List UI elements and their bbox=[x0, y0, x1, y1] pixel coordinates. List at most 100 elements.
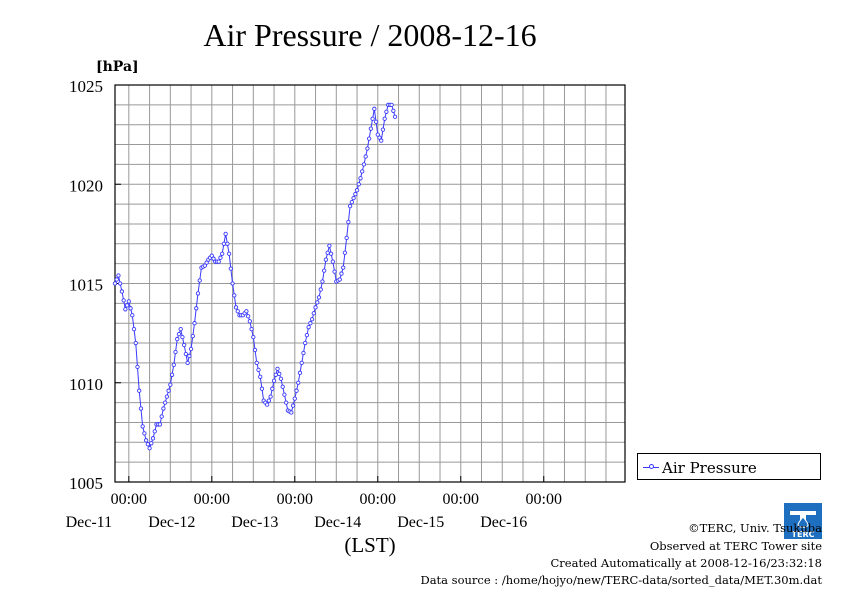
x-tick-date-label: Dec-16 bbox=[480, 514, 527, 531]
series-marker bbox=[124, 303, 130, 308]
series-marker bbox=[275, 366, 280, 372]
series-marker bbox=[249, 327, 254, 332]
series-marker bbox=[342, 250, 348, 255]
series-marker bbox=[131, 327, 137, 332]
series-marker bbox=[218, 255, 223, 260]
series-marker bbox=[152, 429, 157, 434]
series-marker bbox=[137, 388, 142, 393]
legend: Air Pressure bbox=[637, 453, 821, 480]
series-marker bbox=[194, 306, 199, 311]
series-marker bbox=[169, 372, 175, 377]
y-axis-label: [hPa] bbox=[96, 59, 139, 75]
y-tick-label: 1005 bbox=[69, 474, 103, 493]
series-marker bbox=[190, 333, 195, 339]
x-tick-date-label: Dec-15 bbox=[397, 514, 444, 531]
series-marker bbox=[130, 313, 135, 318]
series-marker bbox=[361, 162, 367, 167]
series-marker bbox=[341, 265, 346, 270]
x-tick-time-label: 00:00 bbox=[194, 491, 230, 508]
series-marker bbox=[128, 306, 133, 311]
series-marker bbox=[235, 309, 240, 314]
x-tick-time-label: 00:00 bbox=[111, 491, 147, 508]
series-marker bbox=[303, 340, 308, 346]
legend-marker-swatch bbox=[649, 464, 654, 469]
x-tick-time-label: 00:00 bbox=[526, 491, 562, 508]
terc-logo-icon: TERC bbox=[784, 503, 822, 539]
series-marker bbox=[358, 176, 363, 181]
series-marker bbox=[171, 362, 176, 368]
series-marker bbox=[164, 394, 170, 399]
x-tick-labels: 00:00Dec-1100:00Dec-1200:00Dec-1300:00De… bbox=[66, 491, 562, 531]
series-marker bbox=[225, 241, 230, 246]
series-marker bbox=[273, 372, 278, 377]
series-marker bbox=[140, 424, 145, 429]
y-tick-labels: 1005 1010 1015 1020 1025 bbox=[69, 77, 103, 493]
series-line bbox=[114, 104, 396, 450]
series-marker bbox=[173, 349, 178, 355]
series-marker bbox=[347, 203, 353, 209]
series-marker bbox=[244, 309, 249, 314]
series-marker bbox=[277, 371, 282, 376]
series-marker bbox=[268, 394, 273, 399]
x-tick-date-label: Dec-11 bbox=[66, 514, 113, 531]
x-axis-label: (LST) bbox=[344, 533, 395, 557]
series-marker bbox=[228, 266, 233, 271]
series-marker bbox=[366, 136, 372, 141]
series-marker bbox=[280, 384, 285, 389]
series-marker bbox=[391, 108, 396, 113]
series-marker bbox=[133, 340, 138, 346]
series-marker bbox=[232, 293, 237, 298]
series-marker bbox=[251, 334, 256, 340]
series-marker bbox=[284, 400, 289, 405]
x-tick-date-label: Dec-13 bbox=[231, 514, 278, 531]
series-marker bbox=[123, 307, 128, 312]
series-marker bbox=[142, 431, 147, 436]
y-tick-label: 1020 bbox=[69, 176, 103, 195]
series-marker bbox=[311, 311, 316, 316]
series-marker bbox=[147, 446, 152, 451]
y-tick-label: 1025 bbox=[69, 77, 103, 96]
series-marker bbox=[292, 396, 297, 401]
series-marker bbox=[353, 192, 358, 197]
series-marker bbox=[145, 442, 150, 447]
series-marker bbox=[266, 398, 272, 403]
series-marker bbox=[354, 188, 360, 193]
series-marker bbox=[149, 441, 154, 446]
series-marker bbox=[289, 410, 294, 415]
series-marker bbox=[373, 119, 379, 124]
series-marker bbox=[363, 154, 368, 159]
series-marker bbox=[299, 360, 304, 366]
series-marker bbox=[313, 305, 318, 310]
legend-label-air-pressure: Air Pressure bbox=[662, 459, 757, 477]
series-marker bbox=[175, 336, 180, 342]
series-marker bbox=[270, 386, 275, 391]
series-marker bbox=[178, 327, 183, 332]
series-marker bbox=[351, 195, 356, 201]
series-marker bbox=[176, 331, 182, 337]
series-marker bbox=[308, 321, 313, 326]
series-marker bbox=[221, 241, 227, 246]
x-tick-time-label: 00:00 bbox=[277, 491, 313, 508]
x-tick-time-label: 00:00 bbox=[443, 491, 479, 508]
series-marker bbox=[278, 376, 284, 381]
series-layer bbox=[112, 102, 398, 451]
series-marker bbox=[112, 281, 118, 286]
series-marker bbox=[143, 438, 149, 443]
x-tick-date-label: Dec-14 bbox=[314, 514, 361, 531]
series-marker bbox=[135, 364, 140, 370]
series-marker bbox=[157, 422, 163, 427]
series-marker bbox=[230, 281, 235, 286]
series-marker bbox=[233, 305, 239, 310]
series-marker bbox=[328, 251, 334, 256]
series-marker bbox=[360, 169, 365, 174]
series-marker bbox=[223, 231, 228, 237]
series-marker bbox=[290, 403, 296, 408]
series-marker bbox=[380, 127, 386, 132]
series-marker bbox=[226, 251, 232, 256]
series-marker bbox=[258, 374, 263, 379]
series-marker bbox=[316, 295, 322, 300]
series-marker bbox=[356, 182, 361, 187]
series-marker bbox=[187, 353, 192, 359]
series-marker bbox=[119, 289, 125, 294]
